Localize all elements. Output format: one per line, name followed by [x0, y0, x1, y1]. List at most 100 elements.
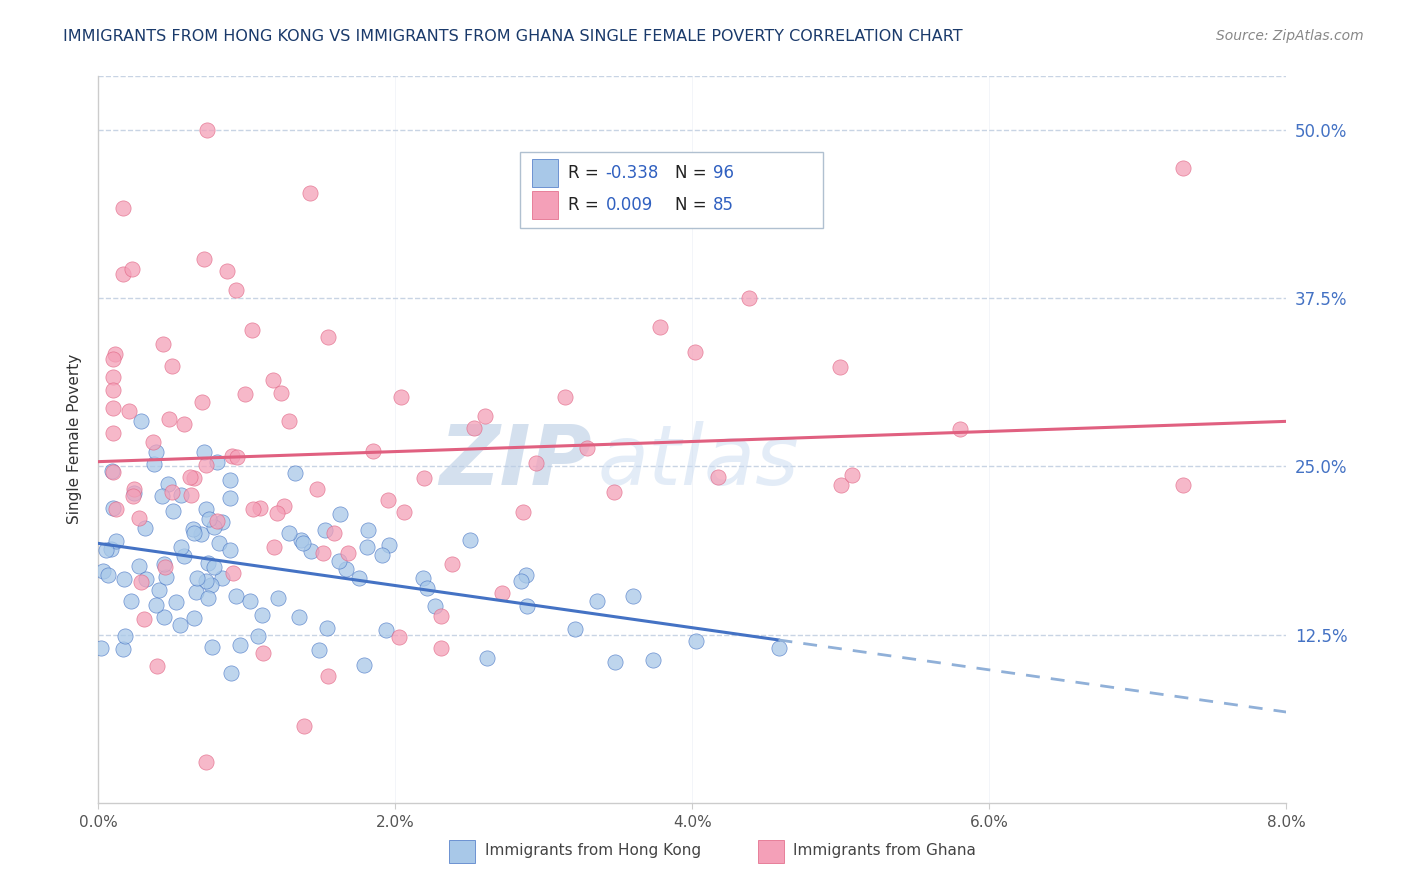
Point — [477, 651, 499, 665]
Point — [153, 557, 176, 571]
Point — [202, 520, 225, 534]
Point — [768, 641, 790, 656]
Text: atlas: atlas — [598, 421, 799, 501]
Point — [180, 488, 202, 502]
Point — [128, 511, 150, 525]
Point — [132, 612, 155, 626]
Point — [90, 641, 112, 656]
Point — [191, 395, 214, 409]
Point — [262, 373, 284, 387]
Point — [122, 482, 145, 496]
Point — [316, 621, 339, 635]
Point — [103, 401, 125, 415]
Point — [329, 508, 352, 522]
Point — [605, 655, 627, 669]
Point — [143, 457, 166, 471]
Point — [357, 523, 380, 537]
Point — [229, 638, 252, 652]
Point — [202, 559, 225, 574]
Point — [101, 501, 124, 516]
Point — [186, 585, 208, 599]
Point — [195, 122, 218, 136]
FancyBboxPatch shape — [758, 840, 785, 863]
Point — [576, 441, 599, 455]
Point — [524, 456, 547, 470]
Text: N =: N = — [675, 163, 711, 181]
Point — [356, 540, 378, 554]
Point — [183, 611, 205, 625]
Point — [219, 666, 242, 681]
Point — [121, 261, 143, 276]
Point — [94, 542, 117, 557]
Point — [194, 574, 217, 588]
Point — [100, 542, 122, 557]
Point — [374, 623, 396, 637]
Point — [145, 598, 167, 612]
Text: R =: R = — [568, 196, 603, 214]
Point — [114, 629, 136, 643]
Point — [183, 522, 205, 536]
Point — [146, 659, 169, 673]
Point — [186, 571, 208, 585]
Point — [311, 546, 333, 560]
Point — [415, 581, 437, 595]
Point — [219, 491, 242, 506]
Point — [648, 320, 671, 334]
Point — [100, 464, 122, 478]
Point — [160, 359, 183, 374]
Point — [150, 489, 173, 503]
Y-axis label: Single Female Poverty: Single Female Poverty — [67, 354, 83, 524]
Point — [706, 470, 728, 484]
Point — [103, 426, 125, 441]
Point — [828, 359, 851, 374]
Point — [194, 501, 217, 516]
Point — [621, 589, 644, 603]
Point — [103, 466, 125, 480]
Point — [165, 595, 187, 609]
Point — [183, 470, 205, 484]
Point — [211, 571, 233, 585]
Text: 0.009: 0.009 — [606, 196, 652, 214]
Point — [1171, 161, 1194, 175]
Point — [515, 567, 537, 582]
Point — [222, 566, 245, 580]
Point — [491, 585, 513, 599]
Point — [429, 640, 451, 655]
Point — [239, 594, 262, 608]
Point — [235, 387, 257, 401]
Point — [153, 609, 176, 624]
Point — [152, 336, 174, 351]
FancyBboxPatch shape — [531, 192, 558, 219]
Point — [173, 417, 195, 431]
Text: Immigrants from Ghana: Immigrants from Ghana — [793, 843, 976, 857]
Point — [392, 505, 415, 519]
Point — [173, 549, 195, 563]
Point — [112, 573, 135, 587]
Point — [361, 443, 384, 458]
Point — [215, 264, 238, 278]
Point — [103, 351, 125, 366]
FancyBboxPatch shape — [531, 160, 558, 187]
Point — [305, 482, 328, 496]
Point — [103, 384, 125, 398]
Point — [430, 609, 453, 624]
Point — [299, 544, 322, 558]
Point — [201, 640, 224, 654]
Point — [226, 450, 249, 465]
Point — [391, 390, 413, 404]
Point — [103, 370, 125, 384]
Point — [155, 570, 177, 584]
Point — [266, 506, 288, 520]
Point — [278, 414, 301, 428]
Point — [292, 536, 315, 550]
Point — [377, 538, 399, 552]
Point — [190, 527, 212, 541]
Point — [841, 467, 863, 482]
Point — [179, 469, 201, 483]
Point — [200, 578, 222, 592]
Point — [316, 668, 339, 682]
Point — [603, 484, 626, 499]
Point — [737, 291, 759, 305]
Point — [314, 523, 336, 537]
Point — [335, 561, 357, 575]
